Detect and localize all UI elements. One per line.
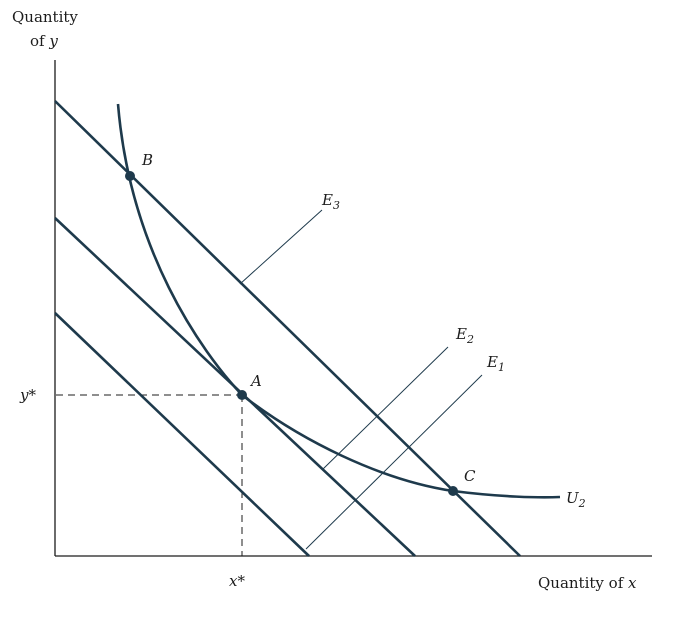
point-b-label: B — [141, 151, 153, 169]
point-b — [125, 171, 135, 181]
expenditure-line-e1 — [54, 312, 310, 557]
indifference-curve-u2 — [116, 103, 561, 499]
point-c — [448, 486, 458, 496]
e3-leader-line — [239, 209, 323, 285]
x-star-label: x* — [229, 572, 245, 590]
e2-label: E2 — [455, 325, 474, 346]
e2-leader-line — [321, 346, 449, 471]
y-axis-title-line2: of y — [30, 32, 58, 50]
u2-label: U2 — [566, 489, 586, 510]
y-axis-title-line1: Quantity — [12, 8, 78, 26]
e3-label: E3 — [321, 191, 340, 212]
point-a-label: A — [249, 372, 262, 390]
y-star-label: y* — [19, 386, 36, 404]
e1-label: E1 — [486, 353, 505, 374]
point-c-label: C — [464, 467, 476, 485]
x-axis-title: Quantity of x — [538, 574, 637, 592]
e1-leader-line — [305, 374, 483, 550]
point-a — [237, 390, 247, 400]
